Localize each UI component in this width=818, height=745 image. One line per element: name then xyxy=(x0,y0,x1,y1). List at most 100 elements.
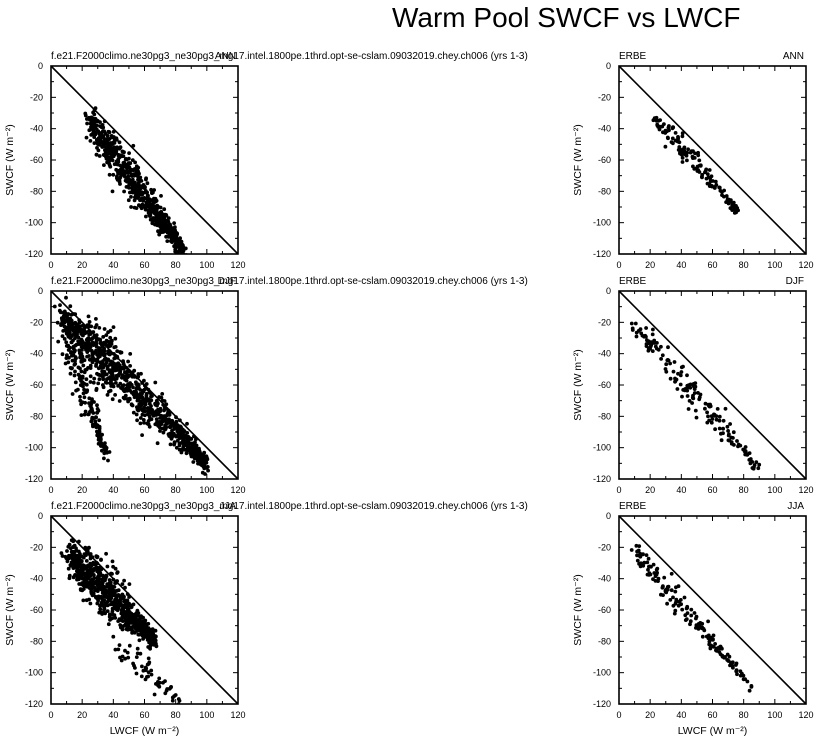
scatter-point xyxy=(158,429,162,433)
scatter-point xyxy=(680,607,685,612)
scatter-point xyxy=(87,357,92,362)
scatter-point xyxy=(131,661,136,666)
scatter-point xyxy=(127,190,132,195)
scatter-point xyxy=(86,314,91,319)
y-tick-label: -120 xyxy=(25,474,43,484)
x-tick-label: 100 xyxy=(199,260,214,270)
scatter-point xyxy=(139,371,143,376)
scatter-point xyxy=(668,361,672,366)
y-tick-label: -120 xyxy=(593,699,611,709)
scatter-point xyxy=(644,334,648,339)
scatter-point xyxy=(756,466,761,471)
scatter-point xyxy=(717,418,722,423)
scatter-point xyxy=(692,611,697,615)
scatter-point xyxy=(134,655,139,659)
scatter-point xyxy=(180,448,185,452)
scatter-point xyxy=(110,559,115,564)
scatter-point xyxy=(118,182,122,186)
scatter-point xyxy=(672,360,677,364)
scatter-point xyxy=(93,325,98,330)
scatter-point xyxy=(636,328,641,333)
y-tick-label: -60 xyxy=(30,605,43,615)
scatter-point xyxy=(671,369,676,374)
scatter-point xyxy=(78,398,83,403)
scatter-point xyxy=(714,417,719,422)
scatter-point xyxy=(639,331,644,336)
scatter-point xyxy=(87,586,92,590)
scatter-point xyxy=(689,607,694,612)
scatter-point xyxy=(146,201,151,206)
scatter-point xyxy=(673,376,677,381)
scatter-point xyxy=(645,560,650,565)
scatter-point xyxy=(117,600,122,605)
scatter-point xyxy=(90,132,95,136)
scatter-point xyxy=(100,123,105,127)
scatter-point xyxy=(162,207,167,212)
scatter-point xyxy=(72,349,77,354)
scatter-point xyxy=(648,572,653,577)
scatter-point xyxy=(161,680,165,685)
scatter-point xyxy=(119,169,123,174)
scatter-point xyxy=(152,692,157,697)
scatter-point xyxy=(127,373,131,378)
scatter-points xyxy=(83,106,188,254)
scatter-point xyxy=(682,388,687,393)
scatter-point xyxy=(140,412,145,417)
scatter-point xyxy=(709,414,714,418)
scatter-point xyxy=(117,140,122,145)
scatter-point xyxy=(77,348,82,353)
scatter-point xyxy=(728,422,732,426)
scatter-point xyxy=(718,644,723,649)
scatter-point xyxy=(669,140,674,145)
scatter-point xyxy=(110,609,115,614)
scatter-point xyxy=(176,697,181,701)
x-tick-label: 20 xyxy=(77,485,87,495)
scatter-point xyxy=(62,337,67,341)
scatter-point xyxy=(98,580,103,585)
scatter-point xyxy=(697,625,701,630)
scatter-point xyxy=(99,557,103,562)
scatter-point xyxy=(110,135,115,140)
y-tick-label: -80 xyxy=(30,411,43,421)
scatter-point xyxy=(73,380,78,385)
scatter-point xyxy=(663,144,668,149)
scatter-point xyxy=(84,390,88,395)
panel-season-label: DJF xyxy=(786,276,804,287)
scatter-point xyxy=(156,229,160,234)
scatter-point xyxy=(64,295,68,300)
scatter-point xyxy=(118,367,123,371)
scatter-point xyxy=(107,130,112,135)
x-tick-label: 0 xyxy=(616,710,621,720)
scatter-point xyxy=(97,610,102,615)
scatter-point xyxy=(103,576,108,580)
scatter-point xyxy=(153,199,158,204)
y-axis-label: SWCF (W m⁻²) xyxy=(572,574,584,645)
x-axis-label: LWCF (W m⁻²) xyxy=(110,725,180,737)
scatter-point xyxy=(630,328,635,332)
x-tick-label: 60 xyxy=(707,485,717,495)
scatter-point xyxy=(668,376,673,381)
scatter-point xyxy=(706,175,711,180)
scatter-point xyxy=(97,326,102,330)
scatter-point xyxy=(132,389,136,394)
scatter-point xyxy=(128,364,133,368)
scatter-point xyxy=(68,546,73,551)
scatter-point xyxy=(138,416,143,420)
scatter-point xyxy=(55,320,60,325)
scatter-point xyxy=(189,454,194,459)
scatter-point xyxy=(177,441,182,446)
scatter-point xyxy=(146,406,151,410)
scatter-point xyxy=(674,585,678,590)
scatter-point xyxy=(166,418,171,422)
scatter-point xyxy=(107,578,112,582)
scatter-point xyxy=(666,584,671,589)
scatter-point xyxy=(201,454,206,458)
scatter-point xyxy=(694,623,699,627)
scatter-point xyxy=(193,454,197,458)
scatter-point xyxy=(99,601,104,605)
scatter-point xyxy=(659,357,663,361)
scatter-point xyxy=(128,167,133,172)
scatter-point xyxy=(94,386,99,391)
scatter-point xyxy=(727,197,731,202)
x-tick-label: 80 xyxy=(739,710,749,720)
